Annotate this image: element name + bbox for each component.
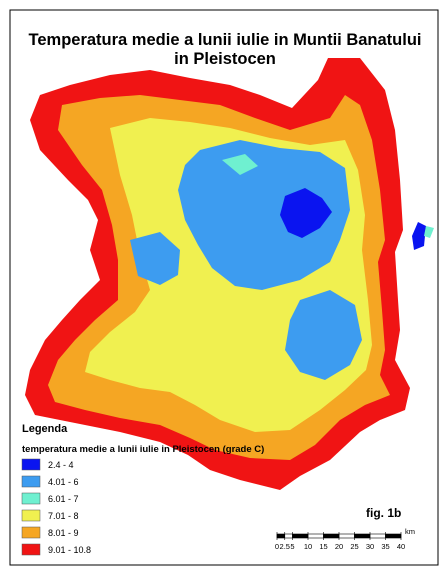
scale-segment [284,533,293,539]
title-line: in Pleistocen [174,50,276,68]
zone [280,188,332,238]
zone [178,140,350,290]
legend-label: 9.01 - 10.8 [48,545,91,555]
legend-label: 6.01 - 7 [48,494,79,504]
legend-swatch [21,458,41,471]
scale-segment [385,533,402,539]
legend-swatch [21,492,41,505]
legend-swatch [21,475,41,488]
legend-swatch [21,543,41,556]
scale-segment [307,533,324,539]
zone [285,290,362,380]
legend-label: 7.01 - 8 [48,511,79,521]
legend-label: 8.01 - 9 [48,528,79,538]
legend-subtitle: temperatura medie a lunii iulie in Pleis… [22,444,264,455]
legend-label: 4.01 - 6 [48,477,79,487]
scale-label: 30 [366,542,374,551]
scale-segment [323,533,340,539]
title-line: Temperatura medie a lunii iulie in Munti… [29,31,422,49]
map-area [25,58,434,490]
scale-segment [338,533,355,539]
figure-label: fig. 1b [366,506,401,520]
scale-label: 35 [381,542,389,551]
scale-label: 15 [319,542,327,551]
zone [412,222,426,250]
legend-heading: Legenda [22,423,68,435]
scale-segment [276,533,286,539]
zone [424,226,434,238]
legend-swatch [21,509,41,522]
scale-label: 5 [290,542,294,551]
scale-label: 10 [304,542,312,551]
zone [130,232,180,285]
legend-swatch [21,526,41,539]
zone [222,154,258,175]
scale-unit: km [405,527,415,536]
scale-label: 2.5 [280,542,290,551]
title: Temperatura medie a lunii iulie in Munti… [29,31,422,68]
scale-segment [354,533,371,539]
scale-label: 20 [335,542,343,551]
scale-segment [369,533,386,539]
scale-label: 40 [397,542,405,551]
legend-label: 2.4 - 4 [48,460,74,470]
scale-label: 25 [350,542,358,551]
legend: 2.4 - 4 4.01 - 6 6.01 - 7 7.01 - 8 8.01 - 9 9… [21,458,91,556]
scale-segment [292,533,309,539]
scale-label: 0 [275,542,279,551]
